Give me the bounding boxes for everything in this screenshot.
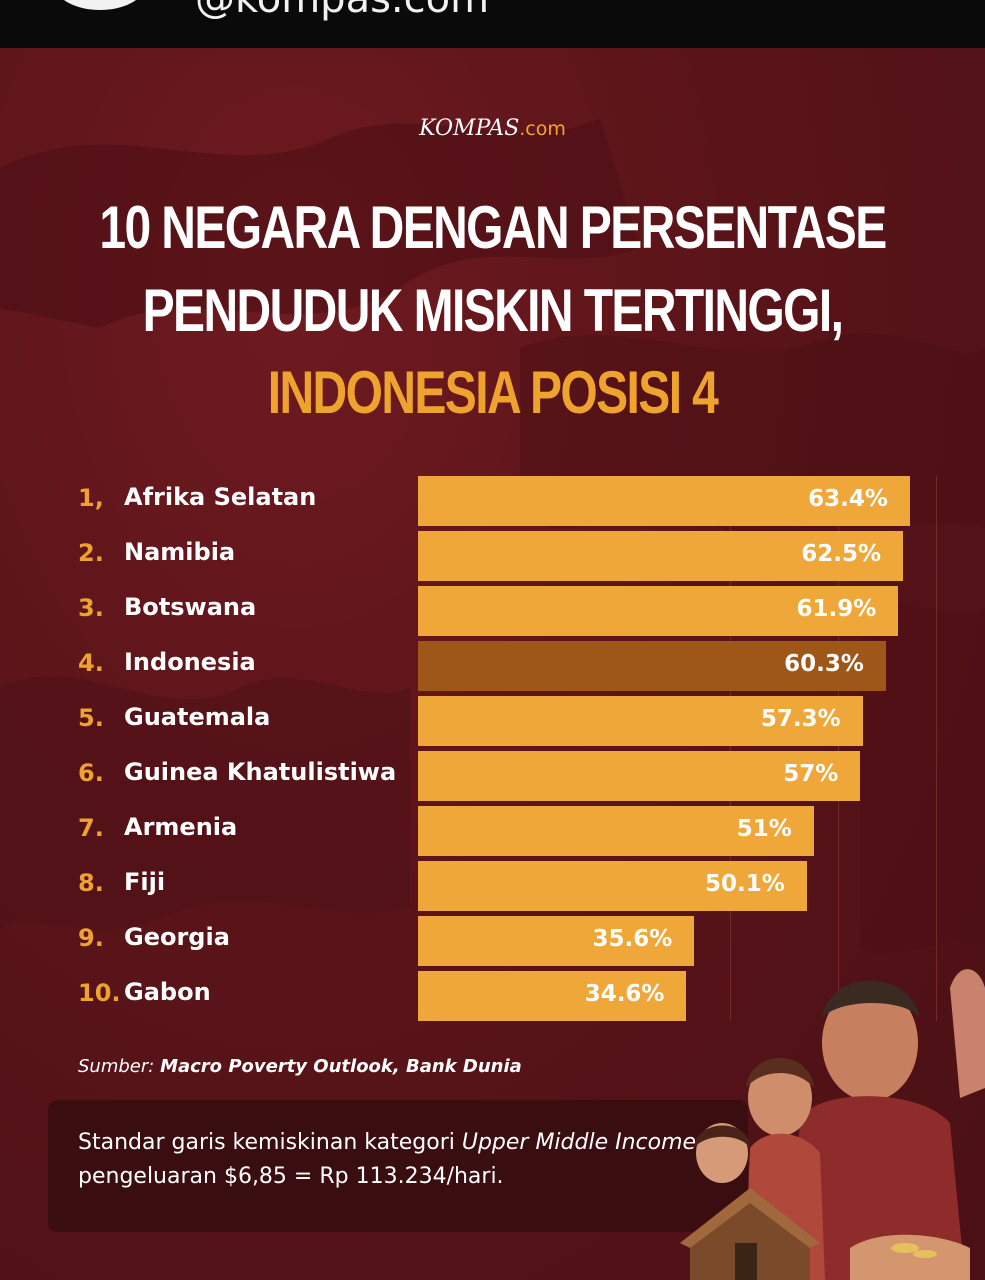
value-label: 63.4% [808, 486, 888, 512]
category-label: Indonesia [124, 648, 256, 676]
gridline [730, 476, 731, 1021]
bar-guinea-khatulistiwa [418, 751, 861, 801]
category-label: Georgia [124, 923, 230, 951]
brand-logo: KOMPAS.com [419, 116, 566, 141]
title-line-3: INDONESIA POSISI 4 [267, 359, 719, 426]
profile-avatar[interactable] [55, 0, 145, 10]
value-label: 57.3% [760, 706, 841, 732]
rank-label: 3. [78, 594, 104, 622]
value-label: 35.6% [592, 926, 673, 952]
category-label: Botswana [124, 593, 257, 621]
account-handle[interactable]: @kompas.com [195, 0, 489, 22]
bar-indonesia [418, 641, 886, 691]
bar-fiji [418, 861, 807, 911]
gridline [936, 476, 937, 1021]
rank-label: 9. [78, 924, 104, 952]
value-label: 62.5% [801, 541, 881, 567]
rank-label: 4. [78, 649, 104, 677]
source-credit: Sumber: Macro Poverty Outlook, Bank Duni… [78, 1056, 522, 1077]
family-illustration [680, 969, 985, 1280]
rank-label: 6. [78, 759, 104, 787]
value-label: 34.6% [584, 981, 665, 1007]
category-label: Guatemala [124, 703, 271, 731]
value-label: 57% [783, 761, 839, 787]
category-label: Namibia [124, 538, 236, 566]
rank-label: 2. [78, 539, 104, 567]
value-label: 51% [736, 816, 792, 842]
category-label: Fiji [124, 868, 166, 896]
rank-label: 8. [78, 869, 104, 897]
bar-afrika-selatan [418, 476, 910, 526]
category-label: Guinea Khatulistiwa [124, 758, 397, 786]
top-bar: @kompas.com [0, 0, 985, 48]
title-line-2: PENDUDUK MISKIN TERTINGGI, [142, 277, 844, 344]
rank-label: 10. [78, 979, 121, 1007]
rank-label: 5. [78, 704, 104, 732]
bar-guatemala [418, 696, 863, 746]
bar-gabon [418, 971, 687, 1021]
rank-label: 7. [78, 814, 104, 842]
infographic: KOMPAS.com 10 NEGARA DENGAN PERSENTASE P… [0, 48, 985, 1280]
value-label: 50.1% [704, 871, 785, 897]
note-box [48, 1100, 748, 1232]
rank-label: 1, [78, 484, 104, 512]
gridline [838, 476, 839, 1021]
title-line-1: 10 NEGARA DENGAN PERSENTASE [99, 194, 887, 261]
bar-georgia [418, 916, 695, 966]
category-label: Afrika Selatan [124, 483, 317, 511]
category-label: Armenia [124, 813, 238, 841]
value-label: 60.3% [784, 651, 864, 677]
bar-armenia [418, 806, 814, 856]
value-label: 61.9% [796, 596, 877, 622]
note-text: Standar garis kemiskinan kategori Upper … [78, 1130, 704, 1189]
category-label: Gabon [124, 978, 211, 1006]
bar-botswana [418, 586, 899, 636]
bar-namibia [418, 531, 903, 581]
